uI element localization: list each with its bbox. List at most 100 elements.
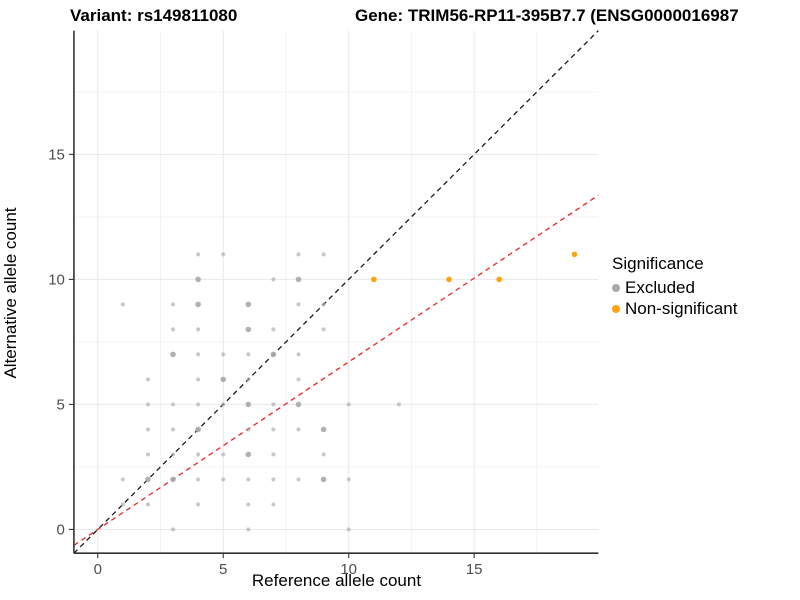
data-point-excluded — [320, 476, 327, 483]
data-point-excluded — [271, 452, 276, 457]
x-tick-label: 15 — [466, 561, 483, 578]
data-point-non-significant — [571, 251, 578, 258]
variant-title: Variant: rs149811080 — [70, 6, 238, 25]
data-point-excluded — [221, 252, 226, 257]
data-point-excluded — [246, 477, 251, 482]
data-point-excluded — [346, 402, 351, 407]
data-point-excluded — [145, 427, 151, 432]
data-point-excluded — [145, 476, 151, 483]
x-axis-label: Reference allele count — [251, 571, 422, 590]
data-point-excluded — [170, 402, 176, 407]
gridlines-major — [73, 30, 599, 554]
data-point-excluded — [221, 477, 226, 482]
data-point-excluded — [145, 452, 151, 457]
data-point-excluded — [295, 276, 302, 283]
excluded-dot-icon — [612, 283, 620, 292]
data-point-excluded — [271, 327, 276, 332]
data-point-excluded — [145, 377, 151, 382]
data-point-excluded — [145, 402, 151, 407]
legend-title: Significance — [612, 254, 704, 273]
data-point-excluded — [120, 302, 125, 307]
x-tick-label: 10 — [340, 561, 357, 578]
data-point-excluded — [196, 377, 201, 382]
axis-lines — [73, 30, 599, 555]
data-points — [120, 251, 578, 532]
data-point-excluded — [246, 377, 251, 382]
axis-ticks — [68, 153, 475, 559]
data-point-excluded — [296, 477, 301, 482]
data-point-excluded — [321, 452, 326, 457]
data-point-excluded — [321, 252, 326, 257]
data-point-excluded — [296, 302, 301, 307]
data-point-excluded — [320, 426, 327, 433]
data-point-non-significant — [370, 276, 377, 283]
data-point-excluded — [246, 527, 251, 532]
data-point-excluded — [296, 377, 301, 382]
data-point-excluded — [170, 327, 176, 332]
data-point-excluded — [145, 502, 151, 507]
tick-labels: 0 5 10 15 0 5 10 15 — [48, 146, 482, 578]
data-point-excluded — [246, 352, 251, 357]
data-point-excluded — [196, 402, 201, 407]
data-point-excluded — [346, 477, 351, 482]
data-point-excluded — [246, 427, 251, 432]
data-point-excluded — [170, 302, 176, 307]
expected-ratio-line — [73, 194, 599, 546]
x-tick-label: 5 — [219, 561, 227, 578]
data-point-excluded — [271, 477, 276, 482]
x-tick-label: 0 — [94, 561, 102, 578]
data-point-excluded — [195, 301, 201, 308]
data-point-excluded — [396, 402, 401, 407]
data-point-excluded — [271, 402, 276, 407]
data-point-excluded — [245, 301, 252, 308]
y-tick-label: 10 — [48, 271, 65, 288]
data-point-excluded — [120, 502, 125, 507]
data-point-excluded — [321, 327, 326, 332]
identity-line — [73, 30, 599, 554]
legend-item-excluded: Excluded — [612, 277, 737, 298]
data-point-excluded — [196, 327, 201, 332]
data-point-excluded — [296, 352, 301, 357]
legend-item-label: Non-significant — [625, 298, 738, 318]
data-point-excluded — [246, 502, 251, 507]
data-point-excluded — [170, 527, 176, 532]
legend-item-label: Excluded — [625, 277, 695, 297]
data-point-excluded — [271, 277, 276, 282]
data-point-excluded — [295, 401, 302, 408]
data-point-excluded — [245, 451, 252, 458]
y-tick-label: 5 — [57, 396, 65, 413]
data-point-excluded — [245, 326, 252, 333]
data-point-excluded — [270, 351, 277, 358]
data-point-excluded — [271, 502, 276, 507]
data-point-excluded — [196, 502, 201, 507]
data-point-excluded — [196, 477, 201, 482]
data-point-non-significant — [446, 276, 452, 283]
gridlines-minor — [73, 30, 599, 554]
data-point-excluded — [220, 376, 227, 383]
data-point-excluded — [271, 427, 276, 432]
data-point-excluded — [170, 351, 176, 358]
data-point-excluded — [196, 352, 201, 357]
data-point-excluded — [195, 426, 201, 433]
data-point-excluded — [195, 276, 201, 283]
data-point-excluded — [221, 452, 226, 457]
data-point-excluded — [170, 427, 176, 432]
data-point-excluded — [296, 252, 301, 257]
data-point-excluded — [170, 476, 176, 483]
data-point-excluded — [346, 527, 351, 532]
data-point-excluded — [296, 427, 301, 432]
reference-lines — [73, 30, 599, 554]
data-point-non-significant — [496, 276, 503, 283]
y-tick-label: 0 — [57, 521, 65, 538]
data-point-excluded — [221, 352, 226, 357]
data-point-excluded — [170, 452, 176, 457]
legend-item-non-significant: Non-significant — [612, 298, 737, 319]
non-significant-dot-icon — [612, 304, 620, 313]
data-point-excluded — [245, 401, 252, 408]
data-point-excluded — [196, 452, 201, 457]
legend: Significance Excluded Non-significant — [612, 254, 737, 319]
gene-title: Gene: TRIM56-RP11-395B7.7 (ENSG000001698… — [355, 6, 739, 25]
y-axis-label: Alternative allele count — [1, 207, 20, 379]
